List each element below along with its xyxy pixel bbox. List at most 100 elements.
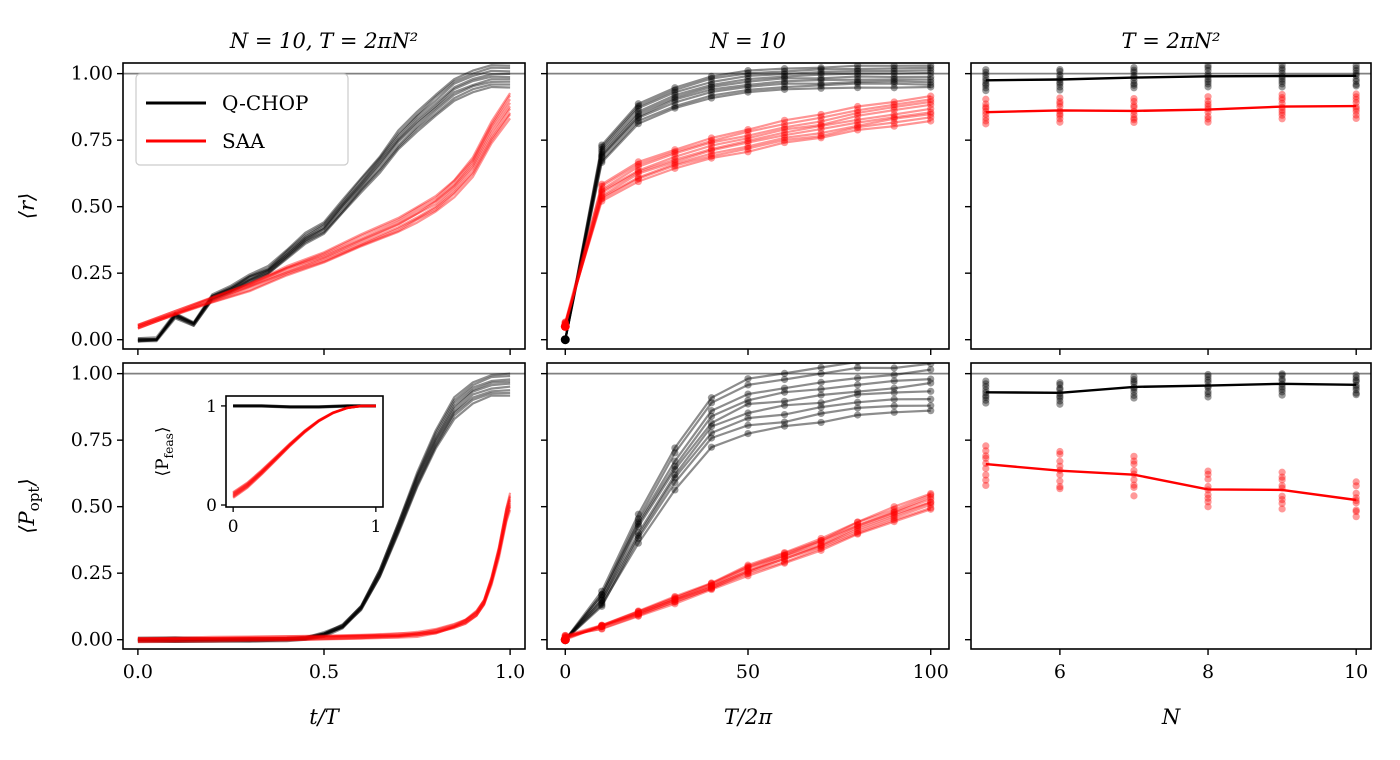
run-point-SAA [671,598,679,606]
run-point-SAA [671,593,679,601]
run-point-Q-CHOP [707,429,716,437]
run-point-SAA [982,447,990,455]
run-point-Q-CHOP [890,63,898,70]
run-point-SAA [854,527,862,535]
run-point-Q-CHOP [671,91,679,99]
run-point-SAA [817,114,825,122]
run-point-Q-CHOP [634,520,642,528]
run-point-SAA [1130,452,1138,460]
run-point-SAA [927,498,935,507]
run-point-SAA [780,558,789,566]
run-point-SAA [927,95,935,104]
run-point-SAA [598,622,606,630]
run-point-SAA [1056,103,1064,111]
run-point-Q-CHOP [890,75,898,83]
run-line-Q-CHOP [137,66,511,341]
run-point-SAA [1204,97,1212,105]
run-point-SAA [598,625,606,633]
run-point-Q-CHOP [1130,66,1138,74]
run-point-SAA [707,585,716,594]
run-point-Q-CHOP [598,601,606,609]
run-point-SAA [1352,478,1360,486]
series-line-Q-CHOP [985,382,1357,395]
run-line-SAA [565,508,932,637]
run-point-Q-CHOP [671,449,679,457]
run-point-SAA [1130,114,1138,122]
run-point-Q-CHOP [1204,376,1212,384]
run-point-Q-CHOP [598,587,606,595]
run-point-SAA [1056,485,1064,493]
run-point-Q-CHOP [890,64,898,72]
run-point-Q-CHOP [780,410,789,419]
run-point-Q-CHOP [780,77,789,85]
run-line-Q-CHOP [564,82,931,340]
panel-popt-vs-N: 6 8 10 N [965,362,1372,729]
run-point-Q-CHOP [927,69,935,77]
run-point-Q-CHOP [1278,83,1286,91]
run-point-SAA [854,109,862,117]
x-tick-label: 1.0 [495,661,525,683]
run-point-Q-CHOP [707,74,716,83]
run-point-SAA [1278,476,1286,484]
run-point-SAA [927,113,935,121]
run-point-Q-CHOP [1130,68,1138,76]
run-point-SAA [707,137,716,145]
run-point-SAA [1056,462,1064,470]
run-point-Q-CHOP [854,364,862,372]
inset-y-tick-label: 0 [206,496,217,516]
panel-popt-vs-T: 0 50 100 T/2π [541,362,950,729]
run-point-SAA [780,553,789,561]
run-point-Q-CHOP [817,65,825,73]
run-point-Q-CHOP [780,388,789,396]
run-point-Q-CHOP [598,596,606,604]
run-point-SAA [817,536,825,545]
run-point-Q-CHOP [1130,391,1138,399]
run-point-SAA [744,567,752,575]
run-point-SAA [707,579,716,587]
run-point-SAA [744,567,752,575]
run-point-SAA [1352,93,1360,101]
run-point-SAA [982,117,990,125]
panel-r-vs-T: N = 10 [541,29,950,355]
run-line-SAA [564,111,931,326]
run-point-SAA [1204,467,1212,475]
run-point-Q-CHOP [707,88,716,96]
y-tick-label: 0.25 [71,562,113,584]
run-point-Q-CHOP [671,104,679,112]
run-point-Q-CHOP [780,375,789,384]
run-point-SAA [780,125,789,133]
inset-background [226,396,383,507]
run-point-Q-CHOP [598,596,606,604]
run-point-SAA [598,189,606,197]
run-point-SAA [598,180,606,188]
run-point-SAA [854,518,862,526]
run-point-SAA [1056,450,1064,458]
run-point-SAA [598,195,606,203]
run-point-SAA [1204,112,1212,121]
run-point-Q-CHOP [1352,386,1360,394]
run-point-SAA [890,514,898,522]
run-point-Q-CHOP [671,95,679,104]
x-tick-label: 8 [1202,661,1214,683]
run-point-Q-CHOP [707,434,716,442]
run-point-Q-CHOP [1352,64,1360,72]
run-point-SAA [1352,499,1360,507]
run-point-SAA [817,543,825,551]
y-tick-label: 0.00 [71,629,113,651]
run-point-SAA [982,454,990,462]
run-point-SAA [707,582,716,590]
run-point-Q-CHOP [671,486,679,494]
run-point-SAA [890,110,898,119]
run-point-SAA [1130,457,1138,465]
run-point-SAA [1056,483,1064,491]
run-line-Q-CHOP [137,83,511,343]
run-point-Q-CHOP [598,590,606,599]
run-point-SAA [982,464,990,473]
run-point-SAA [634,158,642,166]
run-point-Q-CHOP [1204,390,1212,398]
inset-run-line-Q-CHOP [233,404,376,408]
run-point-Q-CHOP [707,399,716,407]
run-line-SAA [564,495,932,639]
panel-popt-vs-t: 0.00 0.25 0.50 0.75 1.00 0.0 0.5 1.0 t/T ⟨Popt⟩ 0 1… [15,362,526,729]
run-line-Q-CHOP [564,368,931,641]
